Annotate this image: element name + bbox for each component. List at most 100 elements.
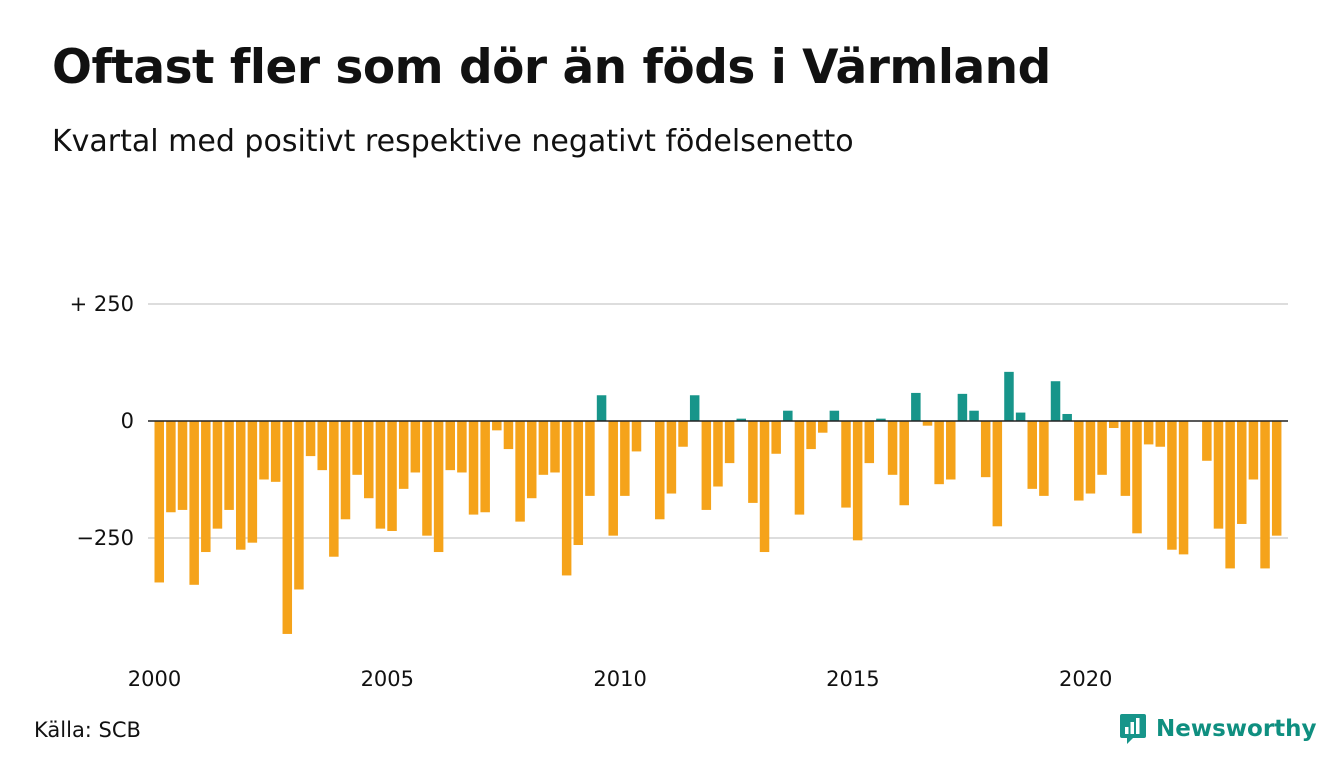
bar-2001-q3 bbox=[224, 421, 234, 510]
bar-2001-q1 bbox=[201, 421, 211, 553]
bar-2024-q1 bbox=[1271, 421, 1282, 536]
bar-2010-q1 bbox=[620, 421, 630, 496]
bar-2000-q2 bbox=[166, 421, 176, 513]
bar-2010-q4 bbox=[655, 421, 665, 520]
y-tick-label: 0 bbox=[121, 409, 134, 433]
bar-2013-q3 bbox=[783, 410, 793, 421]
bar-2007-q4 bbox=[515, 421, 525, 522]
bar-2015-q2 bbox=[864, 421, 875, 464]
x-tick-label: 2020 bbox=[1059, 667, 1112, 691]
bar-2018-q4 bbox=[1027, 421, 1037, 489]
bar-2022-q1 bbox=[1178, 421, 1189, 555]
bar-2013-q1 bbox=[759, 421, 770, 553]
bar-2014-q1 bbox=[806, 421, 816, 450]
x-tick-label: 2005 bbox=[361, 667, 414, 691]
bar-2023-q3 bbox=[1248, 421, 1259, 480]
bar-2021-q3 bbox=[1155, 421, 1166, 447]
bar-2014-q4 bbox=[841, 421, 851, 508]
bar-2004-q2 bbox=[352, 421, 362, 475]
bar-2014-q2 bbox=[817, 421, 828, 433]
brand-name: Newsworthy bbox=[1156, 716, 1317, 742]
bar-2002-q2 bbox=[259, 421, 269, 480]
bar-2006-q3 bbox=[457, 421, 467, 473]
bar-2015-q3 bbox=[876, 418, 886, 421]
chart-subtitle: Kvartal med positivt respektive negativt… bbox=[52, 124, 854, 159]
bar-2017-q2 bbox=[957, 393, 968, 421]
bar-2012-q3 bbox=[736, 418, 746, 421]
bar-2003-q2 bbox=[305, 421, 316, 457]
x-tick-label: 2015 bbox=[826, 667, 879, 691]
x-tick-label: 2010 bbox=[593, 667, 646, 691]
bar-2009-q4 bbox=[608, 421, 618, 536]
bar-2013-q2 bbox=[771, 421, 781, 454]
bar-2006-q2 bbox=[445, 421, 455, 471]
bar-2007-q3 bbox=[503, 421, 514, 450]
bar-2003-q3 bbox=[317, 421, 327, 471]
bar-2016-q2 bbox=[911, 392, 921, 421]
bar-2005-q4 bbox=[422, 421, 432, 536]
bar-2021-q2 bbox=[1143, 421, 1154, 445]
bar-2017-q3 bbox=[969, 410, 979, 421]
bar-2023-q4 bbox=[1260, 421, 1270, 569]
y-axis-ticks: + 250 0 −250 bbox=[70, 292, 134, 550]
bar-2020-q4 bbox=[1120, 421, 1131, 496]
bar-2006-q1 bbox=[433, 421, 444, 553]
bar-2004-q1 bbox=[340, 421, 351, 520]
bar-2023-q2 bbox=[1237, 421, 1247, 524]
newsworthy-brand: Newsworthy bbox=[1118, 712, 1317, 746]
bar-2005-q3 bbox=[410, 421, 421, 473]
x-tick-label: 2000 bbox=[128, 667, 181, 691]
bar-2000-q3 bbox=[177, 421, 188, 510]
bar-2002-q1 bbox=[247, 421, 258, 543]
bar-2011-q3 bbox=[689, 395, 700, 421]
bar-2021-q1 bbox=[1132, 421, 1142, 534]
bar-2019-q4 bbox=[1074, 421, 1084, 501]
bar-2002-q4 bbox=[282, 421, 293, 634]
bar-2013-q4 bbox=[794, 421, 805, 515]
bar-2003-q1 bbox=[294, 421, 304, 590]
bar-2021-q4 bbox=[1167, 421, 1177, 550]
bar-2008-q3 bbox=[550, 421, 560, 473]
bar-2007-q2 bbox=[492, 421, 502, 431]
newsworthy-logo-icon bbox=[1120, 714, 1146, 744]
bar-2018-q1 bbox=[992, 421, 1003, 527]
bar-2017-q4 bbox=[980, 421, 991, 478]
bar-2018-q3 bbox=[1015, 412, 1026, 421]
bar-2014-q3 bbox=[829, 410, 840, 421]
y-tick-label: −250 bbox=[76, 526, 134, 550]
source-note: Källa: SCB bbox=[34, 718, 141, 742]
bar-2008-q4 bbox=[561, 421, 572, 576]
bar-2019-q2 bbox=[1050, 381, 1061, 421]
bar-2004-q4 bbox=[375, 421, 386, 529]
bar-2003-q4 bbox=[329, 421, 339, 557]
bar-2018-q2 bbox=[1004, 371, 1014, 421]
bar-2016-q1 bbox=[899, 421, 909, 506]
bar-2009-q2 bbox=[585, 421, 595, 496]
bar-2004-q3 bbox=[364, 421, 374, 499]
bar-2019-q1 bbox=[1039, 421, 1049, 496]
bar-2008-q2 bbox=[538, 421, 549, 475]
bar-2007-q1 bbox=[480, 421, 490, 513]
bar-2006-q4 bbox=[468, 421, 479, 515]
bar-2016-q3 bbox=[922, 421, 933, 426]
bar-2023-q1 bbox=[1225, 421, 1235, 569]
bar-2015-q4 bbox=[887, 421, 898, 475]
bar-2012-q4 bbox=[748, 421, 758, 503]
bar-2015-q1 bbox=[852, 421, 863, 541]
bar-2000-q1 bbox=[154, 421, 164, 583]
bar-2009-q1 bbox=[573, 421, 584, 546]
bar-2019-q3 bbox=[1062, 413, 1072, 421]
bar-2005-q2 bbox=[398, 421, 409, 489]
bar-2022-q4 bbox=[1213, 421, 1224, 529]
bar-2022-q3 bbox=[1202, 421, 1212, 461]
bar-2000-q4 bbox=[189, 421, 199, 585]
bar-2020-q3 bbox=[1108, 421, 1119, 429]
bar-2001-q4 bbox=[235, 421, 246, 550]
bar-2005-q1 bbox=[387, 421, 397, 531]
bar-2009-q3 bbox=[596, 395, 607, 421]
bar-2012-q2 bbox=[724, 421, 735, 464]
bar-2002-q3 bbox=[270, 421, 281, 482]
bar-2020-q1 bbox=[1085, 421, 1096, 494]
bar-2001-q2 bbox=[212, 421, 223, 529]
